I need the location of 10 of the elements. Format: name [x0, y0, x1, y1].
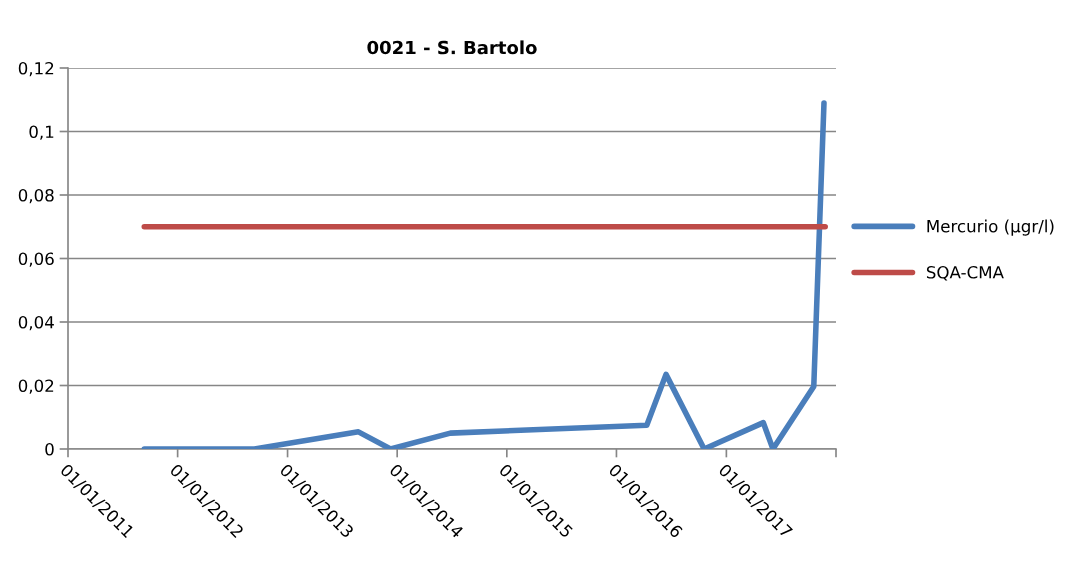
- y-tick-label: 0,02: [18, 379, 54, 394]
- legend-label: Mercurio (µgr/l): [927, 219, 1054, 236]
- legend-label: SQA-CMA: [926, 265, 1004, 281]
- y-tick-label: 0,12: [18, 61, 54, 77]
- y-tick-label: 0,1: [29, 125, 54, 140]
- y-tick-label: 0,08: [18, 188, 54, 204]
- chart-title: 0021 - S. Bartolo: [367, 40, 537, 55]
- y-tick-label: 0,06: [18, 252, 54, 267]
- y-tick-label: 0,04: [18, 315, 54, 331]
- y-tick-label: 0: [45, 442, 54, 456]
